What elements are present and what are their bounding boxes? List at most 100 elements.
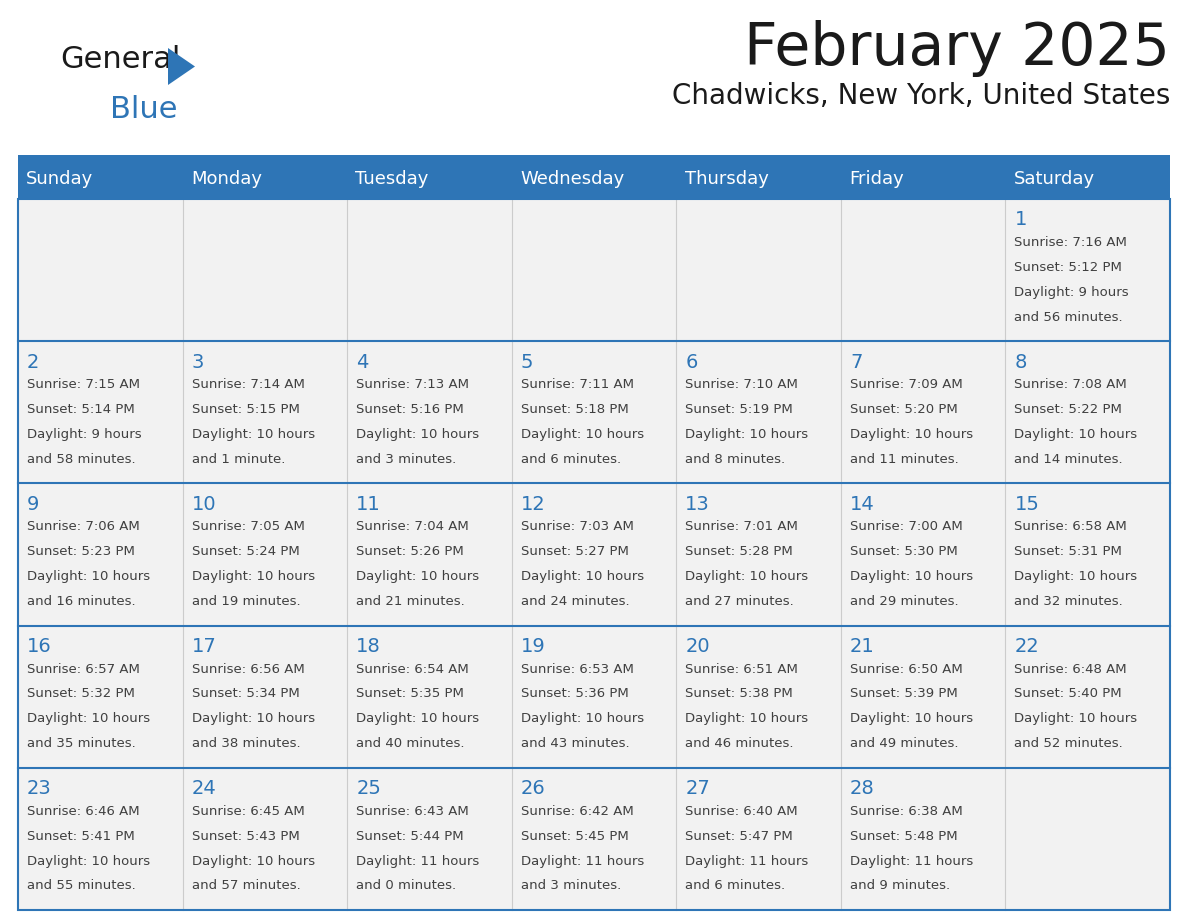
Text: and 11 minutes.: and 11 minutes. — [849, 453, 959, 465]
Text: 10: 10 — [191, 495, 216, 514]
Text: and 16 minutes.: and 16 minutes. — [27, 595, 135, 608]
Text: and 56 minutes.: and 56 minutes. — [1015, 310, 1123, 324]
Text: and 3 minutes.: and 3 minutes. — [520, 879, 621, 892]
Text: and 8 minutes.: and 8 minutes. — [685, 453, 785, 465]
Text: and 32 minutes.: and 32 minutes. — [1015, 595, 1123, 608]
Text: Sunrise: 7:09 AM: Sunrise: 7:09 AM — [849, 378, 962, 391]
Text: 21: 21 — [849, 637, 874, 656]
Text: Daylight: 11 hours: Daylight: 11 hours — [849, 855, 973, 868]
Text: Sunset: 5:27 PM: Sunset: 5:27 PM — [520, 545, 628, 558]
Text: and 43 minutes.: and 43 minutes. — [520, 737, 630, 750]
Text: Sunrise: 6:43 AM: Sunrise: 6:43 AM — [356, 805, 469, 818]
Text: Sunrise: 6:40 AM: Sunrise: 6:40 AM — [685, 805, 798, 818]
Text: and 55 minutes.: and 55 minutes. — [27, 879, 135, 892]
Text: 3: 3 — [191, 353, 204, 372]
Text: and 57 minutes.: and 57 minutes. — [191, 879, 301, 892]
Text: and 35 minutes.: and 35 minutes. — [27, 737, 135, 750]
Text: Daylight: 10 hours: Daylight: 10 hours — [356, 712, 479, 725]
Text: and 19 minutes.: and 19 minutes. — [191, 595, 301, 608]
Text: and 6 minutes.: and 6 minutes. — [685, 879, 785, 892]
Text: 8: 8 — [1015, 353, 1026, 372]
Text: 27: 27 — [685, 779, 710, 798]
Text: and 38 minutes.: and 38 minutes. — [191, 737, 301, 750]
Text: and 6 minutes.: and 6 minutes. — [520, 453, 621, 465]
Text: Sunrise: 7:03 AM: Sunrise: 7:03 AM — [520, 521, 633, 533]
Text: Sunrise: 6:58 AM: Sunrise: 6:58 AM — [1015, 521, 1127, 533]
Text: Sunset: 5:15 PM: Sunset: 5:15 PM — [191, 403, 299, 416]
Text: Sunset: 5:38 PM: Sunset: 5:38 PM — [685, 688, 794, 700]
Text: and 52 minutes.: and 52 minutes. — [1015, 737, 1123, 750]
Text: Sunset: 5:14 PM: Sunset: 5:14 PM — [27, 403, 134, 416]
Text: Sunrise: 6:38 AM: Sunrise: 6:38 AM — [849, 805, 962, 818]
Text: Sunset: 5:41 PM: Sunset: 5:41 PM — [27, 830, 134, 843]
Text: 9: 9 — [27, 495, 39, 514]
Text: Sunset: 5:26 PM: Sunset: 5:26 PM — [356, 545, 465, 558]
Text: 13: 13 — [685, 495, 710, 514]
Text: Daylight: 10 hours: Daylight: 10 hours — [1015, 570, 1138, 583]
Text: Daylight: 10 hours: Daylight: 10 hours — [191, 712, 315, 725]
Text: Sunrise: 6:51 AM: Sunrise: 6:51 AM — [685, 663, 798, 676]
Text: Sunset: 5:43 PM: Sunset: 5:43 PM — [191, 830, 299, 843]
Text: Daylight: 10 hours: Daylight: 10 hours — [27, 712, 150, 725]
Text: and 46 minutes.: and 46 minutes. — [685, 737, 794, 750]
Text: Sunrise: 7:14 AM: Sunrise: 7:14 AM — [191, 378, 304, 391]
Text: 25: 25 — [356, 779, 381, 798]
Text: 22: 22 — [1015, 637, 1040, 656]
Text: and 27 minutes.: and 27 minutes. — [685, 595, 794, 608]
Text: 24: 24 — [191, 779, 216, 798]
Text: Daylight: 10 hours: Daylight: 10 hours — [356, 570, 479, 583]
Text: Friday: Friday — [849, 170, 904, 188]
Text: 26: 26 — [520, 779, 545, 798]
Text: Daylight: 10 hours: Daylight: 10 hours — [1015, 712, 1138, 725]
Text: 17: 17 — [191, 637, 216, 656]
Text: 14: 14 — [849, 495, 874, 514]
Text: Chadwicks, New York, United States: Chadwicks, New York, United States — [671, 82, 1170, 110]
Text: Daylight: 10 hours: Daylight: 10 hours — [191, 428, 315, 441]
Text: Sunset: 5:40 PM: Sunset: 5:40 PM — [1015, 688, 1123, 700]
Text: Daylight: 10 hours: Daylight: 10 hours — [27, 855, 150, 868]
Text: Sunrise: 6:50 AM: Sunrise: 6:50 AM — [849, 663, 962, 676]
Text: Daylight: 9 hours: Daylight: 9 hours — [1015, 285, 1129, 298]
Text: Sunrise: 7:11 AM: Sunrise: 7:11 AM — [520, 378, 633, 391]
Text: February 2025: February 2025 — [744, 20, 1170, 77]
Text: and 14 minutes.: and 14 minutes. — [1015, 453, 1123, 465]
Text: Sunrise: 7:08 AM: Sunrise: 7:08 AM — [1015, 378, 1127, 391]
Text: Sunrise: 7:01 AM: Sunrise: 7:01 AM — [685, 521, 798, 533]
Text: Daylight: 11 hours: Daylight: 11 hours — [685, 855, 809, 868]
Text: Sunrise: 6:45 AM: Sunrise: 6:45 AM — [191, 805, 304, 818]
Text: Sunrise: 7:13 AM: Sunrise: 7:13 AM — [356, 378, 469, 391]
Text: 20: 20 — [685, 637, 710, 656]
Text: Daylight: 10 hours: Daylight: 10 hours — [849, 570, 973, 583]
Text: Sunrise: 7:10 AM: Sunrise: 7:10 AM — [685, 378, 798, 391]
Text: Thursday: Thursday — [684, 170, 769, 188]
Text: Daylight: 10 hours: Daylight: 10 hours — [1015, 428, 1138, 441]
Text: Sunset: 5:23 PM: Sunset: 5:23 PM — [27, 545, 135, 558]
Text: Sunset: 5:18 PM: Sunset: 5:18 PM — [520, 403, 628, 416]
Text: and 58 minutes.: and 58 minutes. — [27, 453, 135, 465]
Text: Sunday: Sunday — [26, 170, 94, 188]
Text: Tuesday: Tuesday — [355, 170, 429, 188]
Text: General: General — [61, 45, 181, 74]
Text: Daylight: 10 hours: Daylight: 10 hours — [685, 570, 809, 583]
Text: Sunset: 5:20 PM: Sunset: 5:20 PM — [849, 403, 958, 416]
Text: Sunset: 5:32 PM: Sunset: 5:32 PM — [27, 688, 135, 700]
Text: Sunset: 5:48 PM: Sunset: 5:48 PM — [849, 830, 958, 843]
Bar — [18, 199, 1170, 910]
Text: Sunrise: 7:16 AM: Sunrise: 7:16 AM — [1015, 236, 1127, 249]
Text: 23: 23 — [27, 779, 52, 798]
Text: Sunrise: 6:48 AM: Sunrise: 6:48 AM — [1015, 663, 1127, 676]
Text: 19: 19 — [520, 637, 545, 656]
Text: Sunrise: 6:54 AM: Sunrise: 6:54 AM — [356, 663, 469, 676]
Text: Sunrise: 6:42 AM: Sunrise: 6:42 AM — [520, 805, 633, 818]
Text: Sunset: 5:45 PM: Sunset: 5:45 PM — [520, 830, 628, 843]
Text: Sunset: 5:19 PM: Sunset: 5:19 PM — [685, 403, 794, 416]
Text: 4: 4 — [356, 353, 368, 372]
Text: Sunrise: 6:53 AM: Sunrise: 6:53 AM — [520, 663, 633, 676]
Text: Sunset: 5:22 PM: Sunset: 5:22 PM — [1015, 403, 1123, 416]
Text: Sunrise: 6:57 AM: Sunrise: 6:57 AM — [27, 663, 140, 676]
Text: Daylight: 10 hours: Daylight: 10 hours — [191, 570, 315, 583]
Text: Sunrise: 7:05 AM: Sunrise: 7:05 AM — [191, 521, 304, 533]
Text: Sunset: 5:30 PM: Sunset: 5:30 PM — [849, 545, 958, 558]
Text: Daylight: 10 hours: Daylight: 10 hours — [685, 712, 809, 725]
Text: Sunset: 5:34 PM: Sunset: 5:34 PM — [191, 688, 299, 700]
